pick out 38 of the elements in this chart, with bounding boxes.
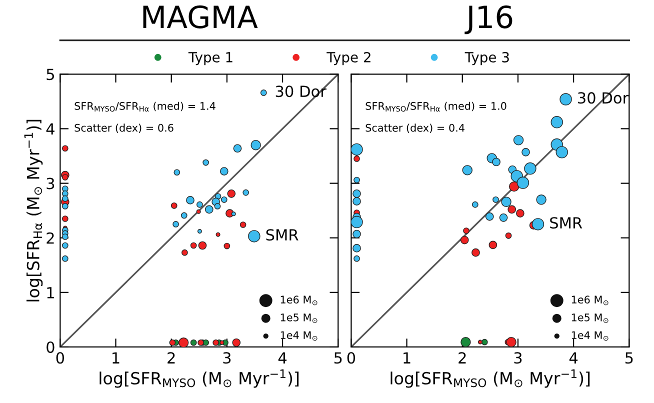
chart-title: J16 — [464, 5, 512, 34]
legend-label: Type 3 — [464, 52, 509, 66]
y-tick-label: 0 — [46, 341, 54, 354]
legend-label: 1e5 M$_{⊙}$ — [572, 314, 608, 324]
y-tick-label: 3 — [46, 178, 54, 190]
y-tick-label: 2 — [46, 232, 54, 244]
x-tick-label: 4 — [278, 352, 287, 364]
x-tick-label: 3 — [514, 352, 522, 364]
y-tick-label: 1 — [47, 287, 54, 298]
x-tick-label: 2 — [458, 352, 466, 364]
annotation: SFR$_{MYSO}$/SFR$_{Hα}$ (med) = 1.0 — [366, 102, 506, 112]
x-axis-title: log[SFR$_{MYSO}$ (M$_{⊙}$ Myr$^{−1}$)] — [100, 369, 299, 388]
annotation: Scatter (dex) = 0.4 — [366, 124, 464, 133]
annotation: Scatter (dex) = 0.6 — [74, 124, 174, 133]
x-tick-label: 5 — [625, 352, 633, 364]
annotation: SMR — [266, 229, 298, 241]
legend-label: 1e4 M$_{⊙}$ — [572, 331, 608, 341]
x-tick-label: 5 — [334, 352, 342, 364]
y-axis-title: log[SFR$_{Hα}$ (M$_{⊙}$ Myr$^{−1}$)] — [24, 120, 43, 302]
x-tick-label: 0 — [56, 352, 64, 364]
x-tick-label: 0 — [347, 352, 356, 364]
y-tick-label: 4 — [46, 123, 54, 135]
x-tick-label: 1 — [112, 352, 120, 364]
y-tick-label: 5 — [46, 68, 54, 80]
annotation: SFR$_{MYSO}$/SFR$_{Hα}$ (med) = 1.4 — [74, 102, 216, 112]
legend-label: 1e4 M$_{⊙}$ — [280, 331, 318, 341]
x-tick-label: 3 — [223, 352, 231, 364]
x-axis-title: log[SFR$_{MYSO}$ (M$_{⊙}$ Myr$^{−1}$)] — [390, 369, 590, 388]
legend-label: Type 2 — [326, 52, 370, 66]
x-tick-label: 4 — [569, 352, 578, 364]
x-tick-label: 2 — [168, 352, 175, 364]
x-tick-label: 1 — [404, 352, 410, 364]
legend-label: Type 1 — [188, 52, 232, 66]
legend-label: 1e5 M$_{⊙}$ — [280, 314, 318, 324]
annotation: SMR — [550, 217, 582, 229]
legend-label: 1e6 M$_{⊙}$ — [572, 296, 608, 306]
chart-title: MAGMA — [143, 5, 258, 28]
legend-label: 1e6 M$_{⊙}$ — [280, 296, 318, 306]
